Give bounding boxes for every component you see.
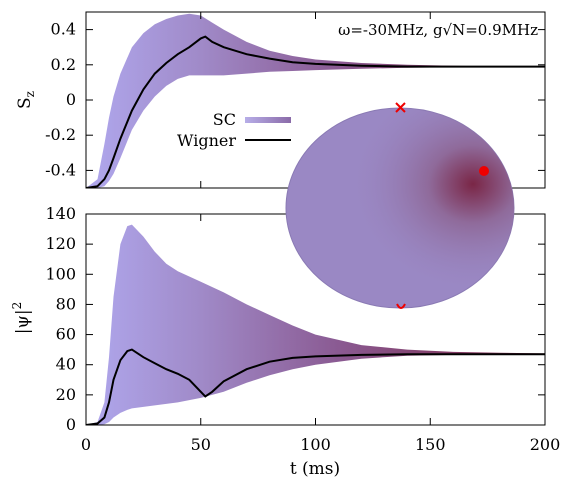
sz-panel: 0.40.20-0.2-0.4 Sz ω=-30MHz, g√N=0.9MHz …: [15, 11, 546, 189]
psi-y-tick-label: 0: [66, 415, 76, 434]
south-pole-marker-icon: [396, 303, 406, 309]
psi-y-tick-label: 20: [56, 385, 76, 404]
sz-y-axis-label-sub: z: [23, 91, 37, 97]
psi-y-tick-label: 60: [56, 325, 76, 344]
bloch-sphere-highlight: [286, 108, 514, 308]
x-tick-label: 200: [530, 435, 561, 454]
sc-band-psi: [86, 224, 545, 425]
chart-annotation: ω=-30MHz, g√N=0.9MHz: [338, 21, 538, 39]
psi-y-tick-label: 140: [45, 204, 76, 223]
x-tick-label: 50: [191, 435, 211, 454]
psi-y-axis-label: |ψ|2: [10, 302, 33, 334]
sc-band-sz: [86, 13, 545, 188]
sz-y-ticks: 0.4 0.2 0 -0.2 -0.4: [45, 20, 545, 179]
sz-y-tick-label: -0.4: [45, 160, 76, 179]
x-tick-label: 0: [81, 435, 91, 454]
sz-y-axis-label: Sz: [15, 91, 37, 109]
psi-y-tick-label: 40: [56, 355, 76, 374]
psi-y-tick-label: 100: [45, 264, 76, 283]
legend-label-wigner: Wigner: [177, 131, 236, 150]
x-tick-label: 100: [300, 435, 331, 454]
state-marker: [479, 166, 489, 176]
sz-y-tick-label: -0.2: [45, 125, 76, 144]
sz-y-tick-label: 0.2: [51, 55, 76, 74]
legend-swatch-sc: [245, 117, 291, 123]
legend: SC Wigner: [177, 110, 291, 150]
sz-y-tick-label: 0: [66, 90, 76, 109]
north-pole-cross-icon: [395, 102, 406, 113]
bloch-sphere-inset: [285, 102, 515, 309]
psi-y-tick-label: 80: [56, 294, 76, 313]
psi-y-axis-label-sup: 2: [10, 302, 24, 310]
wigner-line-psi: [86, 348, 545, 425]
psi-y-ticks: 0 20 40 60 80 100 120 140: [45, 204, 545, 434]
wigner-line-sz: [86, 35, 545, 188]
sz-y-tick-label: 0.4: [51, 20, 76, 39]
psi-y-tick-label: 120: [45, 234, 76, 253]
legend-label-sc: SC: [213, 110, 236, 129]
x-axis-label: t (ms): [290, 459, 340, 479]
x-tick-label: 150: [415, 435, 446, 454]
